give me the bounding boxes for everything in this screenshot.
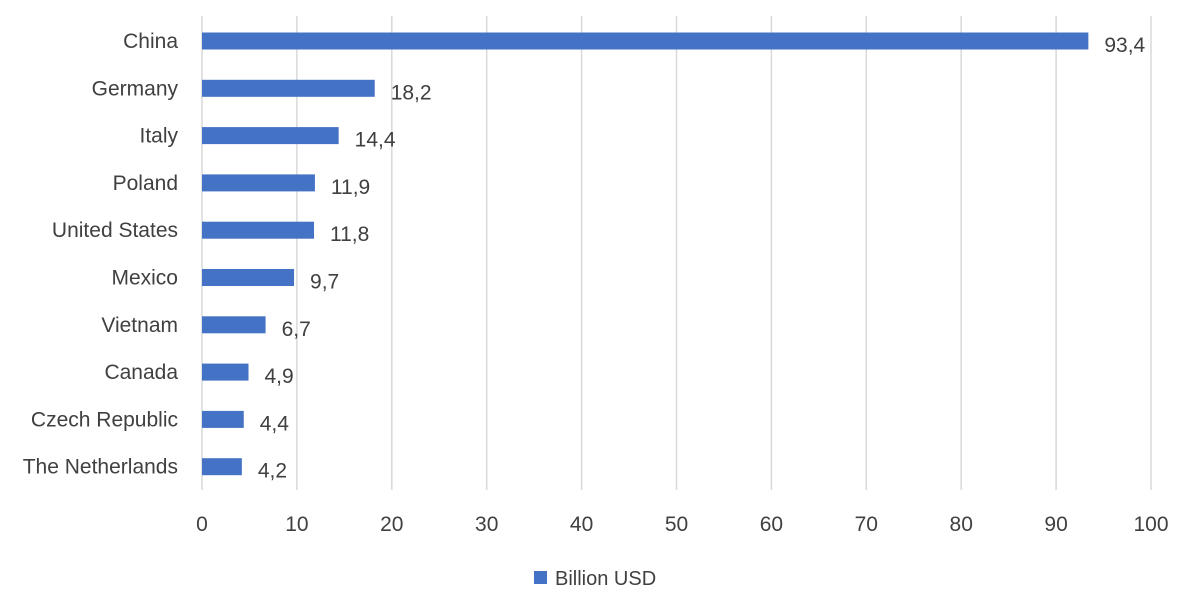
x-tick-label-20: 20 — [380, 513, 403, 536]
x-axis-tick-labels: 0 10 20 30 40 50 60 70 80 90 100 — [196, 513, 1168, 536]
bar-italy — [202, 127, 339, 145]
legend: Billion USD — [534, 568, 656, 590]
bar-united-states — [202, 221, 314, 239]
category-label-united-states: United States — [52, 219, 178, 242]
x-tick-label-80: 80 — [950, 513, 973, 536]
bars — [202, 32, 1089, 476]
x-tick-label-10: 10 — [285, 513, 308, 536]
legend-label-billion-usd: Billion USD — [555, 568, 656, 590]
x-tick-label-70: 70 — [855, 513, 878, 536]
category-label-czech-republic: Czech Republic — [31, 408, 178, 431]
x-tick-label-100: 100 — [1133, 513, 1168, 536]
data-labels: 93,4 18,2 14,4 11,9 11,8 9,7 6,7 4,9 4,4 4,2 — [258, 34, 1146, 483]
category-label-canada: Canada — [104, 361, 178, 384]
x-tick-label-60: 60 — [760, 513, 783, 536]
data-label-italy: 14,4 — [355, 129, 396, 152]
x-tick-label-50: 50 — [665, 513, 688, 536]
category-label-the-netherlands: The Netherlands — [23, 456, 178, 479]
category-label-italy: Italy — [139, 125, 178, 148]
legend-swatch — [534, 571, 547, 584]
bar-canada — [202, 363, 249, 381]
bar-china — [202, 32, 1089, 50]
category-label-germany: Germany — [92, 77, 179, 100]
bar-czech-republic — [202, 410, 244, 428]
data-label-czech-republic: 4,4 — [260, 412, 290, 435]
x-tick-label-30: 30 — [475, 513, 498, 536]
x-tick-label-40: 40 — [570, 513, 593, 536]
bar-germany — [202, 79, 375, 97]
bar-mexico — [202, 269, 295, 286]
data-label-vietnam: 6,7 — [282, 318, 311, 341]
category-label-poland: Poland — [113, 172, 178, 195]
data-label-the-netherlands: 4,2 — [258, 460, 287, 483]
data-label-germany: 18,2 — [391, 81, 432, 104]
category-label-mexico: Mexico — [111, 267, 178, 290]
bar-the-netherlands — [202, 458, 242, 476]
category-label-vietnam: Vietnam — [101, 314, 178, 337]
data-label-canada: 4,9 — [265, 365, 294, 388]
x-tick-label-0: 0 — [196, 513, 208, 536]
data-label-united-states: 11,8 — [330, 223, 369, 246]
data-label-china: 93,4 — [1104, 34, 1145, 57]
data-label-poland: 11,9 — [331, 176, 370, 199]
bar-poland — [202, 174, 315, 192]
x-tick-label-90: 90 — [1044, 513, 1067, 536]
bar-vietnam — [202, 316, 266, 334]
data-label-mexico: 9,7 — [310, 271, 339, 294]
category-label-china: China — [123, 30, 178, 53]
category-labels: China Germany Italy Poland United States Mexi… — [23, 30, 179, 479]
